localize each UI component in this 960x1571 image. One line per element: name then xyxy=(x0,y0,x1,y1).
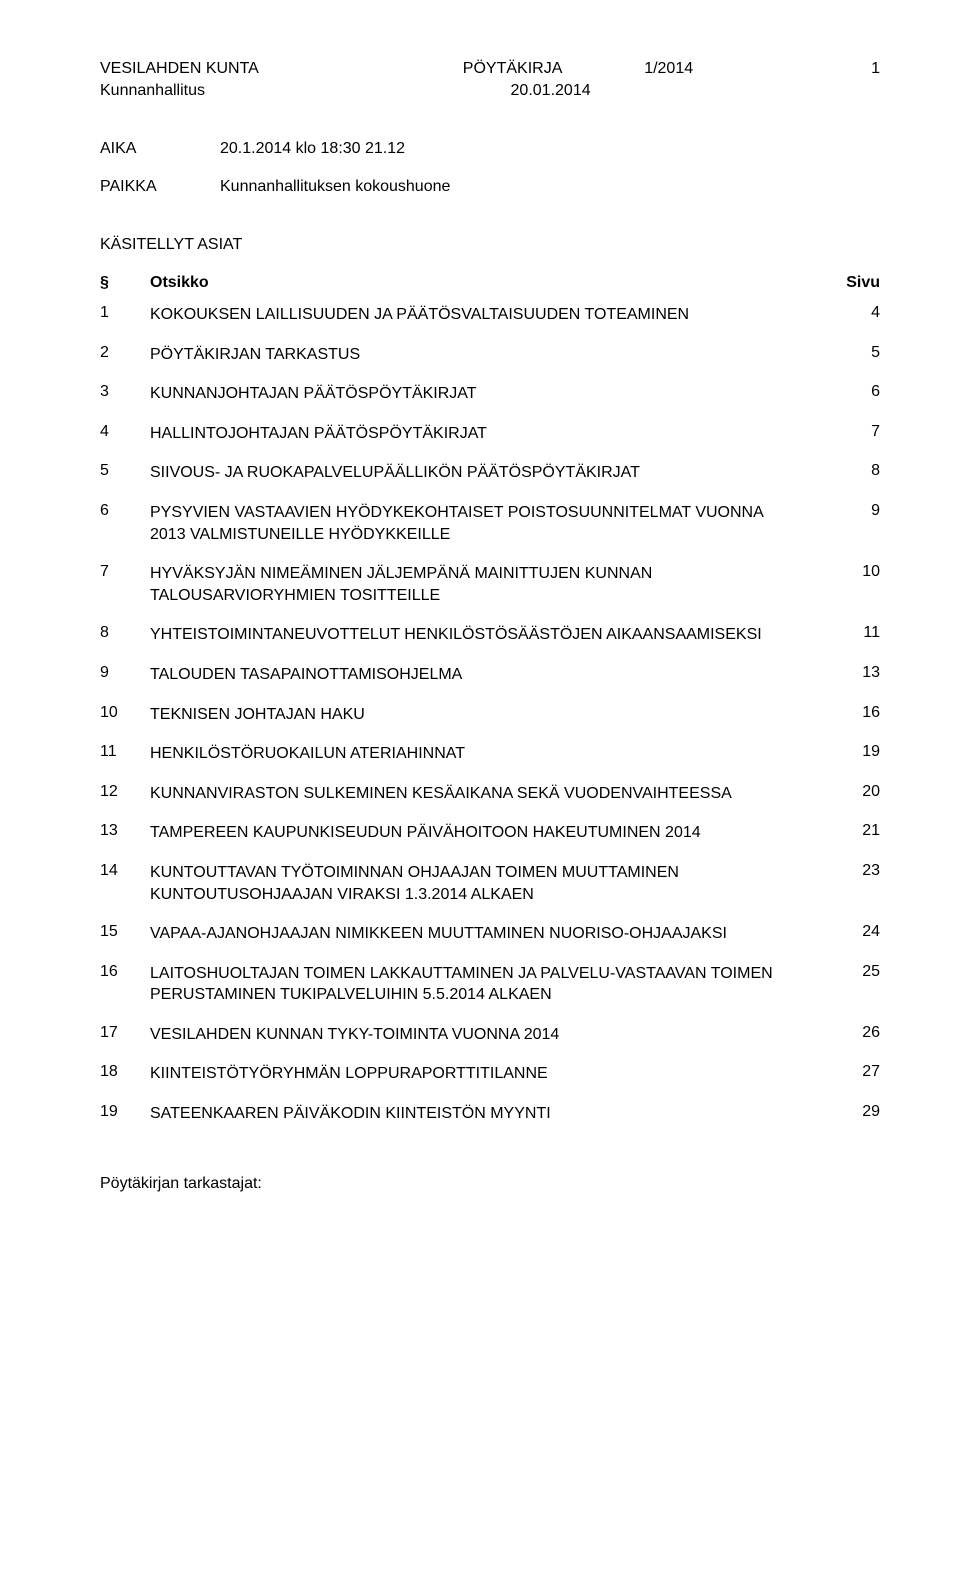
toc-item-title: KUNTOUTTAVAN TYÖTOIMINNAN OHJAAJAN TOIME… xyxy=(150,862,820,905)
toc-item-title: KOKOUKSEN LAILLISUUDEN JA PÄÄTÖSVALTAISU… xyxy=(150,304,820,326)
toc-item-page: 7 xyxy=(820,423,880,441)
toc-item-page: 23 xyxy=(820,862,880,880)
footer-text: Pöytäkirjan tarkastajat: xyxy=(100,1175,880,1193)
toc-item-page: 25 xyxy=(820,963,880,981)
toc-item-number: 14 xyxy=(100,862,150,880)
toc-item-number: 11 xyxy=(100,743,150,761)
toc-item-number: 12 xyxy=(100,783,150,801)
toc-item-title: YHTEISTOIMINTANEUVOTTELUT HENKILÖSTÖSÄÄS… xyxy=(150,624,820,646)
toc-row: 7HYVÄKSYJÄN NIMEÄMINEN JÄLJEMPÄNÄ MAINIT… xyxy=(100,563,880,606)
toc-header-row: § Otsikko Sivu xyxy=(100,274,880,292)
toc-item-title: TAMPEREEN KAUPUNKISEUDUN PÄIVÄHOITOON HA… xyxy=(150,822,820,844)
toc-header-title: Otsikko xyxy=(150,274,820,292)
toc-item-number: 13 xyxy=(100,822,150,840)
toc-row: 8YHTEISTOIMINTANEUVOTTELUT HENKILÖSTÖSÄÄ… xyxy=(100,624,880,646)
toc-container: 1KOKOUKSEN LAILLISUUDEN JA PÄÄTÖSVALTAIS… xyxy=(100,304,880,1125)
toc-item-page: 10 xyxy=(820,563,880,581)
header-row-1: VESILAHDEN KUNTA PÖYTÄKIRJA 1/2014 1 xyxy=(100,60,880,78)
toc-item-page: 13 xyxy=(820,664,880,682)
toc-item-title: TALOUDEN TASAPAINOTTAMISOHJELMA xyxy=(150,664,820,686)
toc-item-number: 7 xyxy=(100,563,150,581)
toc-item-title: SATEENKAAREN PÄIVÄKODIN KIINTEISTÖN MYYN… xyxy=(150,1103,820,1125)
toc-item-page: 24 xyxy=(820,923,880,941)
toc-row: 1KOKOUKSEN LAILLISUUDEN JA PÄÄTÖSVALTAIS… xyxy=(100,304,880,326)
aika-label: AIKA xyxy=(100,140,220,158)
toc-item-title: SIIVOUS- JA RUOKAPALVELUPÄÄLLIKÖN PÄÄTÖS… xyxy=(150,462,820,484)
toc-item-page: 4 xyxy=(820,304,880,322)
toc-item-title: KUNNANVIRASTON SULKEMINEN KESÄAIKANA SEK… xyxy=(150,783,820,805)
toc-row: 10TEKNISEN JOHTAJAN HAKU16 xyxy=(100,704,880,726)
toc-item-title: LAITOSHUOLTAJAN TOIMEN LAKKAUTTAMINEN JA… xyxy=(150,963,820,1006)
committee-name: Kunnanhallitus xyxy=(100,82,511,100)
toc-item-page: 11 xyxy=(820,624,880,642)
toc-item-number: 4 xyxy=(100,423,150,441)
section-title: KÄSITELLYT ASIAT xyxy=(100,236,880,254)
toc-item-title: VAPAA-AJANOHJAAJAN NIMIKKEEN MUUTTAMINEN… xyxy=(150,923,820,945)
aika-value: 20.1.2014 klo 18:30 21.12 xyxy=(220,140,880,158)
toc-header-num: § xyxy=(100,274,150,292)
toc-item-title: TEKNISEN JOHTAJAN HAKU xyxy=(150,704,820,726)
toc-row: 12KUNNANVIRASTON SULKEMINEN KESÄAIKANA S… xyxy=(100,783,880,805)
toc-item-number: 15 xyxy=(100,923,150,941)
toc-item-title: PÖYTÄKIRJAN TARKASTUS xyxy=(150,344,820,366)
toc-item-title: KUNNANJOHTAJAN PÄÄTÖSPÖYTÄKIRJAT xyxy=(150,383,820,405)
toc-item-number: 2 xyxy=(100,344,150,362)
toc-row: 6PYSYVIEN VASTAAVIEN HYÖDYKEKOHTAISET PO… xyxy=(100,502,880,545)
toc-row: 16LAITOSHUOLTAJAN TOIMEN LAKKAUTTAMINEN … xyxy=(100,963,880,1006)
toc-row: 9TALOUDEN TASAPAINOTTAMISOHJELMA13 xyxy=(100,664,880,686)
page-number: 1 xyxy=(826,60,880,78)
toc-item-number: 5 xyxy=(100,462,150,480)
toc-row: 4HALLINTOJOHTAJAN PÄÄTÖSPÖYTÄKIRJAT7 xyxy=(100,423,880,445)
toc-item-page: 8 xyxy=(820,462,880,480)
toc-item-page: 27 xyxy=(820,1063,880,1081)
toc-item-number: 16 xyxy=(100,963,150,981)
toc-item-page: 5 xyxy=(820,344,880,362)
toc-item-title: VESILAHDEN KUNNAN TYKY-TOIMINTA VUONNA 2… xyxy=(150,1024,820,1046)
toc-header-page: Sivu xyxy=(820,274,880,292)
toc-row: 17VESILAHDEN KUNNAN TYKY-TOIMINTA VUONNA… xyxy=(100,1024,880,1046)
toc-item-number: 6 xyxy=(100,502,150,520)
toc-item-number: 18 xyxy=(100,1063,150,1081)
paikka-row: PAIKKA Kunnanhallituksen kokoushuone xyxy=(100,178,880,196)
toc-item-page: 26 xyxy=(820,1024,880,1042)
toc-row: 18KIINTEISTÖTYÖRYHMÄN LOPPURAPORTTITILAN… xyxy=(100,1063,880,1085)
paikka-value: Kunnanhallituksen kokoushuone xyxy=(220,178,880,196)
toc-row: 5SIIVOUS- JA RUOKAPALVELUPÄÄLLIKÖN PÄÄTÖ… xyxy=(100,462,880,484)
toc-row: 11HENKILÖSTÖRUOKAILUN ATERIAHINNAT19 xyxy=(100,743,880,765)
paikka-label: PAIKKA xyxy=(100,178,220,196)
toc-item-title: KIINTEISTÖTYÖRYHMÄN LOPPURAPORTTITILANNE xyxy=(150,1063,820,1085)
page-container: VESILAHDEN KUNTA PÖYTÄKIRJA 1/2014 1 Kun… xyxy=(0,0,960,1233)
toc-row: 15VAPAA-AJANOHJAAJAN NIMIKKEEN MUUTTAMIN… xyxy=(100,923,880,945)
document-type: PÖYTÄKIRJA xyxy=(463,60,644,78)
toc-item-number: 19 xyxy=(100,1103,150,1121)
toc-item-page: 9 xyxy=(820,502,880,520)
toc-item-page: 20 xyxy=(820,783,880,801)
toc-row: 19SATEENKAAREN PÄIVÄKODIN KIINTEISTÖN MY… xyxy=(100,1103,880,1125)
toc-item-title: HYVÄKSYJÄN NIMEÄMINEN JÄLJEMPÄNÄ MAINITT… xyxy=(150,563,820,606)
toc-item-number: 1 xyxy=(100,304,150,322)
municipality-name: VESILAHDEN KUNTA xyxy=(100,60,463,78)
toc-item-number: 3 xyxy=(100,383,150,401)
toc-item-page: 6 xyxy=(820,383,880,401)
toc-row: 13TAMPEREEN KAUPUNKISEUDUN PÄIVÄHOITOON … xyxy=(100,822,880,844)
toc-item-title: HENKILÖSTÖRUOKAILUN ATERIAHINNAT xyxy=(150,743,820,765)
meeting-date: 20.01.2014 xyxy=(511,82,880,100)
toc-row: 2PÖYTÄKIRJAN TARKASTUS5 xyxy=(100,344,880,366)
toc-row: 14KUNTOUTTAVAN TYÖTOIMINNAN OHJAAJAN TOI… xyxy=(100,862,880,905)
toc-item-title: PYSYVIEN VASTAAVIEN HYÖDYKEKOHTAISET POI… xyxy=(150,502,820,545)
toc-item-page: 19 xyxy=(820,743,880,761)
document-number: 1/2014 xyxy=(644,60,825,78)
toc-item-number: 17 xyxy=(100,1024,150,1042)
toc-item-page: 16 xyxy=(820,704,880,722)
toc-item-page: 29 xyxy=(820,1103,880,1121)
toc-row: 3KUNNANJOHTAJAN PÄÄTÖSPÖYTÄKIRJAT6 xyxy=(100,383,880,405)
toc-item-number: 9 xyxy=(100,664,150,682)
toc-item-title: HALLINTOJOHTAJAN PÄÄTÖSPÖYTÄKIRJAT xyxy=(150,423,820,445)
header-row-2: Kunnanhallitus 20.01.2014 xyxy=(100,82,880,100)
toc-item-number: 10 xyxy=(100,704,150,722)
toc-item-number: 8 xyxy=(100,624,150,642)
aika-row: AIKA 20.1.2014 klo 18:30 21.12 xyxy=(100,140,880,158)
toc-item-page: 21 xyxy=(820,822,880,840)
